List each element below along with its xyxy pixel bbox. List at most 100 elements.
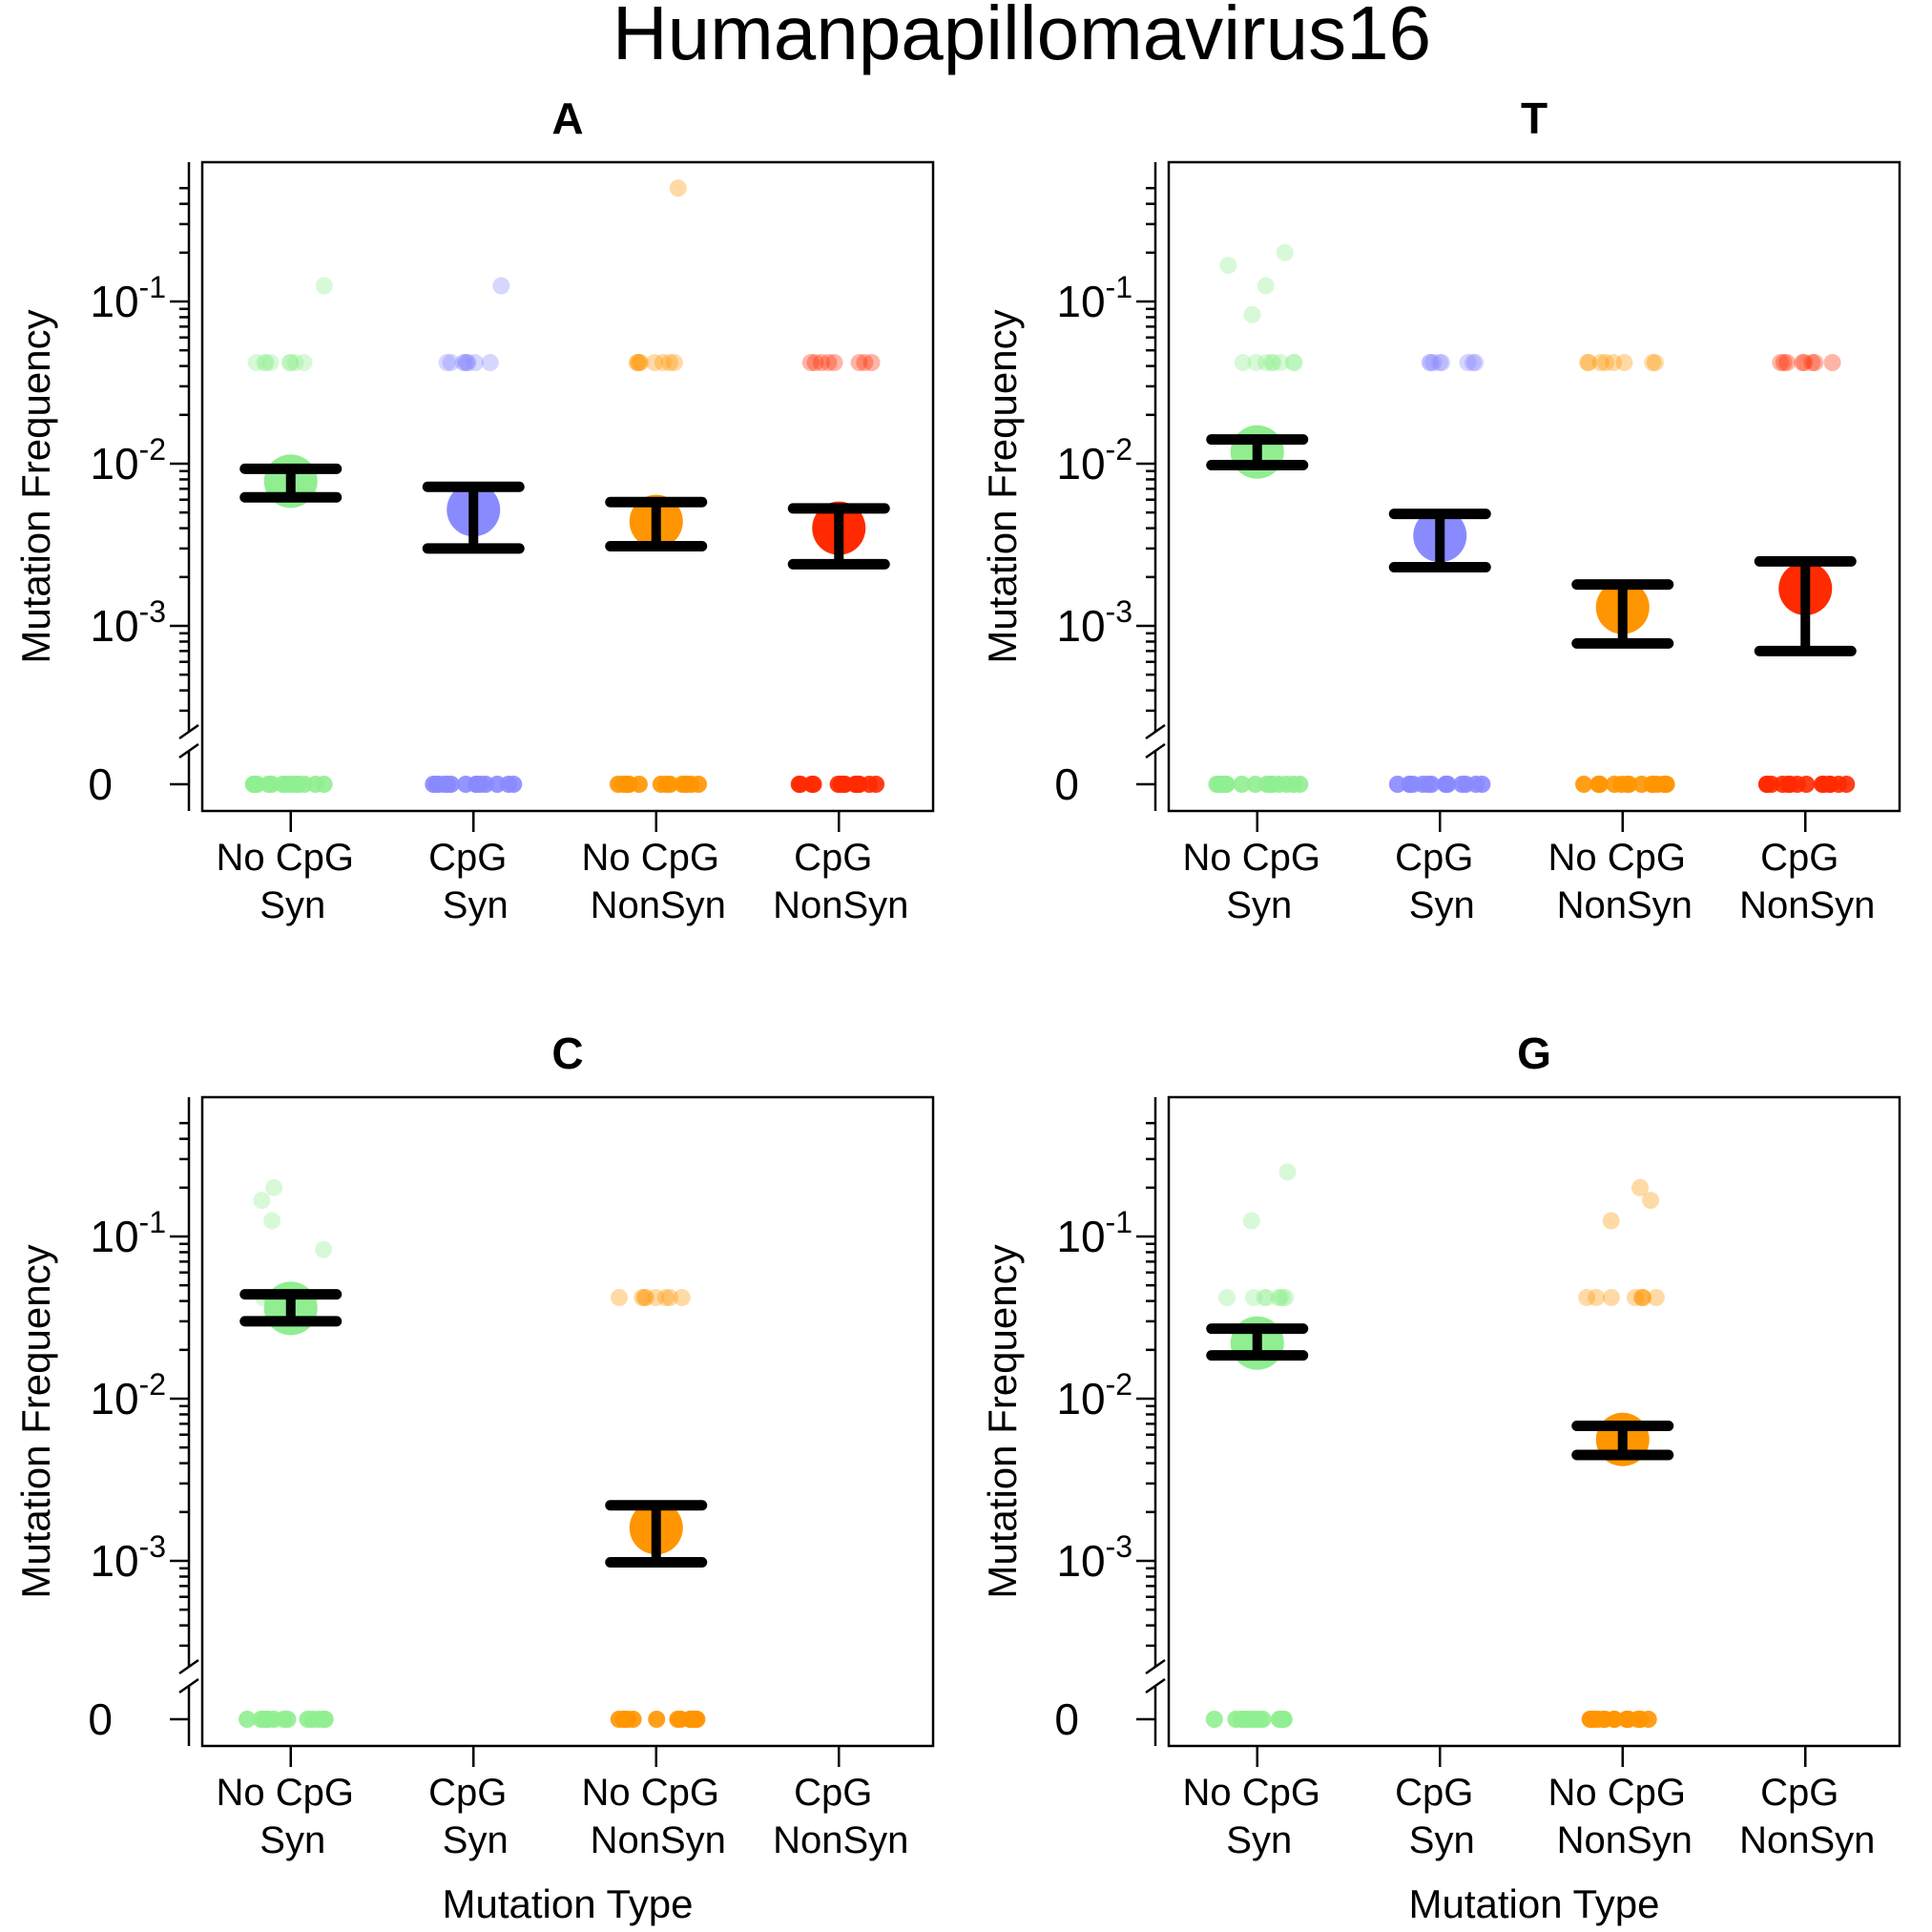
data-point (856, 354, 874, 372)
data-point (1794, 354, 1812, 372)
data-point (1820, 776, 1839, 793)
data-point (654, 354, 672, 372)
data-point (867, 776, 885, 793)
data-point (676, 776, 695, 793)
data-point (442, 354, 460, 372)
axis-break-mark (1145, 742, 1166, 759)
data-point (1433, 354, 1451, 372)
y-tick-label: 10-3 (90, 1529, 166, 1586)
x-tick-label: NonSyn (591, 884, 726, 926)
data-point (256, 354, 274, 372)
x-tick-label: No CpG (582, 837, 720, 879)
x-tick-label: No CpG (217, 1772, 355, 1814)
data-point (458, 354, 476, 372)
y-tick-label: 10-2 (90, 1367, 166, 1423)
data-point (862, 354, 881, 372)
series-no_cpg_syn (1206, 243, 1309, 793)
x-tick-label: NonSyn (1739, 884, 1875, 926)
y-tick-label: 10-3 (1056, 1529, 1132, 1586)
data-point (637, 1289, 655, 1307)
y-tick-label: 10-1 (1056, 1205, 1132, 1261)
data-point (1243, 305, 1261, 323)
data-point (660, 354, 678, 372)
data-point (1218, 1289, 1236, 1307)
data-point (1796, 354, 1814, 372)
data-point (505, 776, 523, 793)
data-point (804, 776, 822, 793)
data-point (1575, 776, 1593, 793)
series-cpg_syn (1388, 354, 1491, 793)
data-point (1602, 1212, 1620, 1230)
data-point (1646, 354, 1664, 372)
data-point (1594, 1711, 1612, 1728)
panel-title: G (1517, 1028, 1551, 1078)
data-point (315, 277, 333, 295)
data-point (1618, 776, 1636, 793)
y-axis-label: Mutation Frequency (13, 309, 58, 663)
data-point (610, 1289, 628, 1307)
y-tick-label: 10-3 (90, 594, 166, 651)
x-tick-label: Syn (443, 1819, 509, 1861)
data-point (1779, 776, 1797, 793)
data-point (1271, 1289, 1289, 1307)
panel-a: A 10-1 10-2 10-3 0 Mutation Frequency No CpG Sy… (13, 93, 935, 926)
data-point (1615, 354, 1633, 372)
axis-break-mark (1145, 1677, 1166, 1694)
x-tick-label: Syn (260, 1819, 325, 1861)
panel-title: A (551, 93, 583, 143)
y-tick-label: 10-2 (1056, 1367, 1132, 1423)
data-point (1234, 354, 1252, 372)
data-point (481, 354, 499, 372)
y-axis-label: Mutation Frequency (13, 1244, 58, 1598)
data-point (1778, 354, 1797, 372)
data-point (646, 354, 664, 372)
data-point (1421, 354, 1439, 372)
data-point (1257, 1289, 1276, 1307)
data-point (806, 354, 824, 372)
axis-break-mark (178, 1677, 199, 1694)
series-no_cpg_syn (239, 277, 343, 793)
data-point (456, 354, 474, 372)
panel-g: G 10-1 10-2 10-3 0 Mutation Frequency No CpG Sy… (980, 1028, 1901, 1926)
data-point (263, 1212, 281, 1230)
x-axis-label: Mutation Type (442, 1881, 693, 1926)
data-point (457, 776, 475, 793)
axis-break-mark (1145, 723, 1166, 740)
y-tick-label: 10-1 (90, 1205, 166, 1261)
data-point (1582, 1711, 1600, 1728)
data-point (439, 776, 457, 793)
x-tick-label: CpG (1760, 1772, 1839, 1814)
data-point (1806, 354, 1824, 372)
x-tick-label: CpG (1395, 1772, 1473, 1814)
data-point (1588, 1289, 1606, 1307)
data-point (1270, 1289, 1288, 1307)
data-point (801, 354, 820, 372)
data-point (286, 354, 304, 372)
data-point (1254, 1711, 1272, 1728)
data-point (459, 354, 477, 372)
data-point (1275, 1711, 1293, 1728)
data-point (1245, 1289, 1263, 1307)
data-point (1274, 1289, 1292, 1307)
data-point (1260, 776, 1278, 793)
data-point (1284, 776, 1302, 793)
data-point (1262, 354, 1280, 372)
data-point (1242, 1212, 1260, 1230)
data-point (660, 1289, 678, 1307)
data-point (265, 1178, 283, 1196)
data-point (1591, 354, 1610, 372)
data-point (1216, 776, 1235, 793)
x-tick-label: No CpG (1183, 837, 1321, 879)
data-point (1401, 776, 1419, 793)
x-tick-label: Syn (1226, 884, 1292, 926)
data-point (1579, 354, 1597, 372)
y-tick-label: 10-1 (90, 270, 166, 326)
data-point (1257, 354, 1275, 372)
data-point (1589, 776, 1608, 793)
x-tick-label: Syn (1409, 884, 1475, 926)
x-axis-label: Mutation Type (1408, 1881, 1659, 1926)
data-point (1580, 354, 1598, 372)
data-point (684, 1711, 702, 1728)
data-point (1422, 354, 1440, 372)
plot-frame (1167, 160, 1901, 813)
